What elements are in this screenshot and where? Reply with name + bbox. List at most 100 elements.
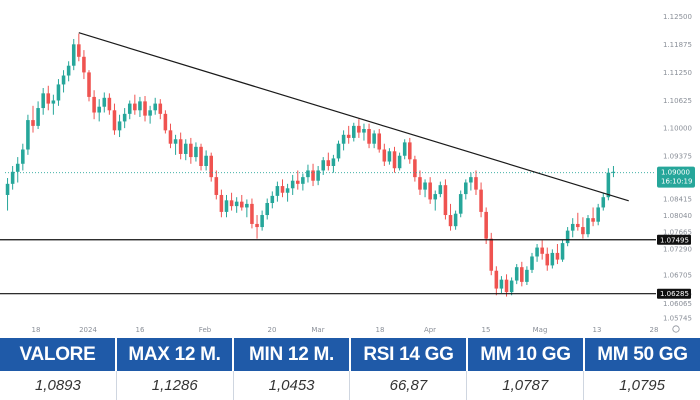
candle-body <box>489 238 494 271</box>
level-price-label: 1.07495 <box>660 236 689 244</box>
candle-body <box>112 110 117 131</box>
candle-body <box>606 172 611 198</box>
candle-body <box>591 218 595 222</box>
candle-body <box>520 267 524 282</box>
candle-body <box>565 230 570 244</box>
candle-body <box>219 194 224 212</box>
candle-body <box>290 180 295 189</box>
candle-body <box>576 223 580 228</box>
candle-body <box>189 143 193 158</box>
candle-body <box>423 182 427 190</box>
candle-body <box>92 96 96 113</box>
candle-body <box>46 93 51 104</box>
time-tick-label: 18 <box>32 326 41 334</box>
price-tick-label: 1.06705 <box>663 271 692 279</box>
candle-body <box>326 160 331 166</box>
candle-body <box>82 56 86 73</box>
candle-body <box>61 75 66 85</box>
stats-header-row: VALORE MAX 12 M. MIN 12 M. RSI 14 GG MM … <box>0 338 700 371</box>
candle-body <box>458 194 463 214</box>
candle-body <box>469 177 473 183</box>
candle-body <box>346 134 351 138</box>
candle-body <box>122 113 127 122</box>
candle-body <box>570 223 575 231</box>
candle-body <box>596 207 600 222</box>
candle-body <box>5 183 10 195</box>
candle-body <box>555 252 560 260</box>
candle-body <box>77 44 81 57</box>
candle-body <box>71 44 76 66</box>
candle-body <box>143 101 147 116</box>
level-price-tag <box>657 288 691 299</box>
time-tick-label: 16 <box>136 326 145 334</box>
candle-body <box>392 151 397 169</box>
value-min-12m: 1,0453 <box>233 371 351 400</box>
price-tick-label: 1.07665 <box>663 229 692 237</box>
candle-body <box>107 97 112 111</box>
settings-icon <box>672 325 680 333</box>
price-tick-label: 1.07290 <box>663 245 692 253</box>
header-max-12m: MAX 12 M. <box>117 338 234 371</box>
stats-table: VALORE MAX 12 M. MIN 12 M. RSI 14 GG MM … <box>0 338 700 400</box>
candle-body <box>433 194 438 200</box>
header-min-12m: MIN 12 M. <box>234 338 351 371</box>
price-tick-label: 1.09375 <box>663 152 692 160</box>
candle-body <box>499 279 504 289</box>
price-tick-label: 1.12500 <box>663 13 692 21</box>
value-mm-10: 1,0787 <box>467 371 585 400</box>
candle-body <box>138 101 142 111</box>
candle-body <box>509 280 514 293</box>
current-price-time: 16:10:19 <box>661 178 692 186</box>
candle-body <box>255 223 259 228</box>
candle-body <box>280 186 285 193</box>
candle-body <box>51 100 56 104</box>
candle-body <box>97 106 101 113</box>
candle-body <box>311 170 315 181</box>
time-tick-label: Mag <box>533 326 548 334</box>
candle-body <box>173 139 178 144</box>
candle-body <box>448 215 453 227</box>
candle-body <box>270 195 275 203</box>
candle-body <box>413 159 417 178</box>
stats-value-row: 1,0893 1,1286 1,0453 66,87 1,0787 1,0795 <box>0 371 700 400</box>
value-max-12m: 1,1286 <box>116 371 234 400</box>
candle-body <box>250 203 254 224</box>
price-tick-label: 1.11875 <box>663 41 692 49</box>
candle-body <box>158 103 163 114</box>
candle-body <box>357 125 361 133</box>
candle-body <box>377 133 382 150</box>
candle-body <box>168 130 173 144</box>
candle-body <box>66 65 71 76</box>
header-rsi-14: RSI 14 GG <box>351 338 468 371</box>
time-tick-label: Apr <box>424 326 436 334</box>
trendline <box>78 32 629 202</box>
candle-body <box>133 103 137 111</box>
level-price-label: 1.06285 <box>660 290 689 298</box>
candle-body <box>306 170 310 178</box>
price-tick-label: 1.10625 <box>663 97 692 105</box>
candle-body <box>351 125 356 138</box>
candle-body <box>418 177 422 190</box>
candle-body <box>15 163 20 172</box>
price-tick-label: 1.11250 <box>663 69 692 77</box>
candle-body <box>56 84 61 101</box>
candle-body <box>443 185 448 216</box>
candle-body <box>504 279 509 293</box>
price-tick-label: 1.08415 <box>663 195 692 203</box>
candle-body <box>397 155 402 169</box>
candle-body <box>234 201 239 207</box>
candle-body <box>535 247 539 257</box>
header-mm-10: MM 10 GG <box>468 338 585 371</box>
candle-body <box>87 72 91 97</box>
header-mm-50: MM 50 GG <box>585 338 700 371</box>
candle-body <box>178 139 183 154</box>
candle-body <box>117 121 122 131</box>
lines-layer <box>0 32 656 295</box>
candle-body <box>474 177 478 190</box>
candle-body <box>275 186 280 196</box>
current-price-label: 1.09000 <box>661 169 690 177</box>
time-axis: 18 2024 16 Feb 20 Mar 18 Apr 15 Mag 13 28 <box>32 325 680 334</box>
candle-body <box>367 129 371 144</box>
header-valore: VALORE <box>0 338 117 371</box>
